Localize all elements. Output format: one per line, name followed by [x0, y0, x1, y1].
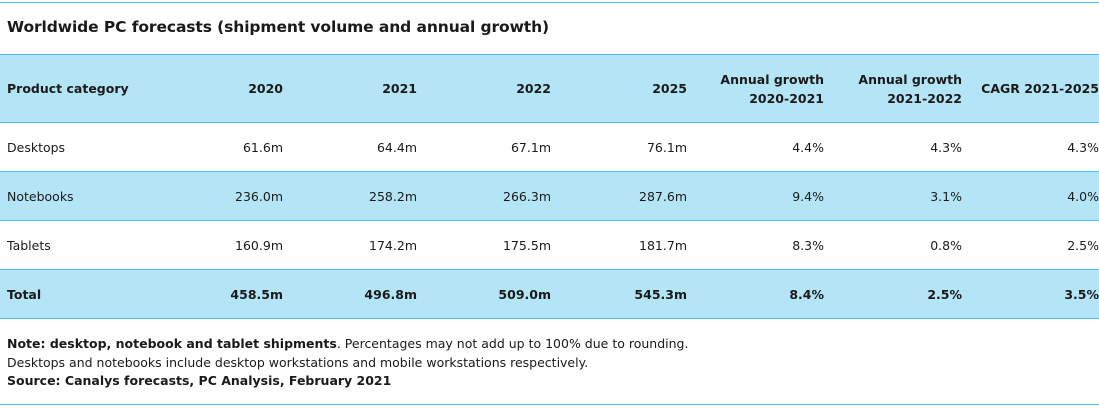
footnotes: Note: desktop, notebook and tablet shipm…: [7, 335, 688, 391]
column-header-2020: 2020: [150, 54, 283, 123]
cell-2021: 64.4m: [283, 122, 417, 172]
table-title: Worldwide PC forecasts (shipment volume …: [7, 18, 550, 36]
forecast-table: Product category 2020 2021 2022 2025 Ann…: [0, 54, 1099, 319]
cell-growth-2020-2021: 9.4%: [687, 171, 824, 221]
cell-2025: 76.1m: [551, 122, 687, 172]
cell-cagr: 2.5%: [962, 220, 1099, 270]
cell-2025: 545.3m: [551, 269, 687, 319]
cell-2022: 509.0m: [417, 269, 551, 319]
cell-2021: 174.2m: [283, 220, 417, 270]
note-rest: . Percentages may not add up to 100% due…: [336, 336, 689, 351]
top-rule: [0, 2, 1099, 3]
cell-category: Desktops: [0, 122, 150, 172]
header-row: Product category 2020 2021 2022 2025 Ann…: [0, 54, 1099, 123]
cell-growth-2020-2021: 8.4%: [687, 269, 824, 319]
bottom-rule: [0, 404, 1099, 405]
cell-growth-2021-2022: 4.3%: [824, 122, 962, 172]
cell-cagr: 4.3%: [962, 122, 1099, 172]
cell-cagr: 4.0%: [962, 171, 1099, 221]
note-line-1: Note: desktop, notebook and tablet shipm…: [7, 335, 688, 354]
cell-category: Notebooks: [0, 171, 150, 221]
cell-2020: 61.6m: [150, 122, 283, 172]
source-line: Source: Canalys forecasts, PC Analysis, …: [7, 373, 392, 388]
cell-2021: 496.8m: [283, 269, 417, 319]
cell-2025: 287.6m: [551, 171, 687, 221]
cell-2025: 181.7m: [551, 220, 687, 270]
column-header-2021: 2021: [283, 54, 417, 123]
cell-growth-2020-2021: 4.4%: [687, 122, 824, 172]
table-row-notebooks: Notebooks 236.0m 258.2m 266.3m 287.6m 9.…: [0, 171, 1099, 221]
cell-growth-2021-2022: 0.8%: [824, 220, 962, 270]
cell-2022: 67.1m: [417, 122, 551, 172]
cell-category: Tablets: [0, 220, 150, 270]
column-header-growth-2021-2022: Annual growth 2021-2022: [824, 54, 962, 123]
column-header-cagr: CAGR 2021-2025: [962, 54, 1099, 123]
cell-2020: 458.5m: [150, 269, 283, 319]
cell-growth-2020-2021: 8.3%: [687, 220, 824, 270]
cell-2022: 266.3m: [417, 171, 551, 221]
cell-2021: 258.2m: [283, 171, 417, 221]
cell-growth-2021-2022: 3.1%: [824, 171, 962, 221]
cell-cagr: 3.5%: [962, 269, 1099, 319]
table-row-total: Total 458.5m 496.8m 509.0m 545.3m 8.4% 2…: [0, 269, 1099, 319]
cell-growth-2021-2022: 2.5%: [824, 269, 962, 319]
column-header-growth-2020-2021: Annual growth 2020-2021: [687, 54, 824, 123]
table-row-tablets: Tablets 160.9m 174.2m 175.5m 181.7m 8.3%…: [0, 220, 1099, 270]
note-line-2: Desktops and notebooks include desktop w…: [7, 354, 589, 370]
cell-2020: 236.0m: [150, 171, 283, 221]
cell-2022: 175.5m: [417, 220, 551, 270]
column-header-2025: 2025: [551, 54, 687, 123]
column-header-product-category: Product category: [0, 54, 150, 123]
note-bold-lead: Note: desktop, notebook and tablet shipm…: [7, 336, 337, 351]
table-row-desktops: Desktops 61.6m 64.4m 67.1m 76.1m 4.4% 4.…: [0, 122, 1099, 172]
column-header-2022: 2022: [417, 54, 551, 123]
cell-2020: 160.9m: [150, 220, 283, 270]
cell-category: Total: [0, 269, 150, 319]
